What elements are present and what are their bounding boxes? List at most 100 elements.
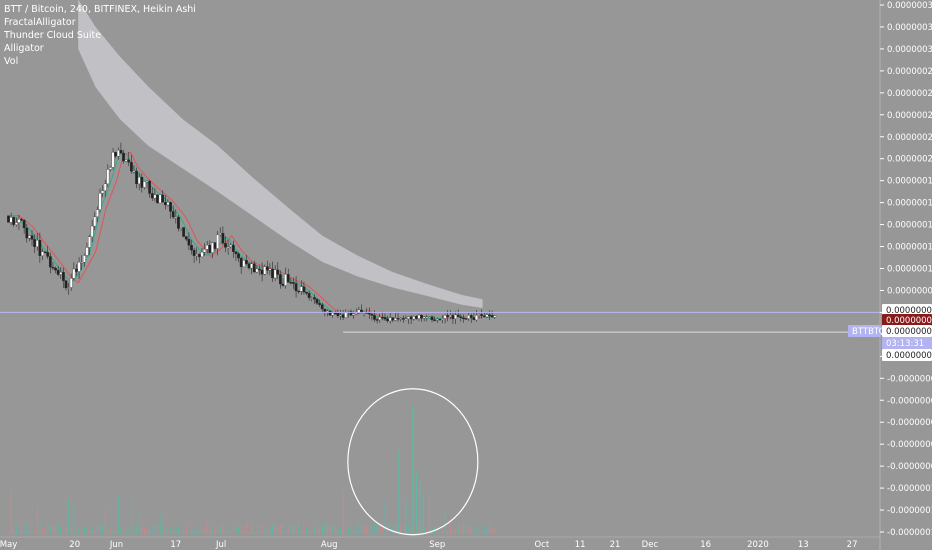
candle-body: [22, 220, 26, 229]
y-tick-label: 0.00000014: [887, 221, 932, 231]
y-tick-label: -0.00000004: [887, 418, 932, 428]
candle-body: [48, 256, 52, 268]
x-tick-label: May: [0, 540, 17, 550]
y-tick-label: 0.00000008: [887, 286, 932, 296]
legend-symbol-line[interactable]: BTT / Bitcoin, 240, BITFINEX, Heikin Ash…: [4, 4, 196, 15]
candle-body: [448, 315, 452, 318]
candle-body: [245, 260, 248, 264]
candle-body: [414, 316, 418, 319]
legend-indicator-alligator[interactable]: Alligator: [4, 43, 44, 54]
candle-body: [394, 317, 397, 321]
ticker-label: BTTBTC: [848, 325, 885, 337]
candle-body: [161, 194, 165, 203]
candle-body: [67, 287, 70, 289]
lower-price-label-text: 0.00000004: [886, 351, 932, 361]
candle-body: [469, 315, 473, 318]
x-tick-label: Aug: [321, 540, 338, 550]
candle-body: [428, 316, 431, 318]
y-tick-label: 0.00000026: [887, 89, 932, 99]
candle-body: [119, 150, 123, 154]
candle-body: [258, 268, 261, 271]
candle-body: [182, 227, 186, 237]
x-tick-label: Sep: [429, 540, 445, 550]
candle-body: [51, 266, 55, 269]
y-tick-label: 0.00000024: [887, 111, 932, 121]
candle-body: [234, 251, 238, 254]
candle-body: [82, 255, 86, 263]
candle-body: [192, 249, 196, 256]
candle-body: [417, 315, 421, 319]
candle-body: [195, 254, 199, 256]
legend-indicator-fractalalligator[interactable]: FractalAlligator: [4, 17, 76, 28]
candle-body: [14, 222, 18, 225]
candle-body: [451, 315, 455, 319]
candle-body: [169, 202, 172, 212]
countdown-label: 03:13:31: [882, 337, 932, 349]
candle-body: [341, 314, 345, 318]
candle-body: [313, 297, 316, 300]
last-price-label-text: 0.00000006: [886, 316, 932, 326]
price-line-label: 0.00000006: [882, 304, 932, 316]
candle-body: [367, 312, 371, 315]
candle-body: [75, 268, 78, 272]
candle-body: [96, 209, 99, 218]
candle-body: [443, 315, 447, 319]
x-tick-label: 13: [798, 540, 809, 550]
candle-body: [250, 263, 253, 269]
candle-body: [485, 314, 489, 317]
legend-indicator-vol[interactable]: Vol: [4, 56, 19, 67]
candle-body: [299, 286, 303, 292]
y-tick-label: 0.00000034: [887, 1, 932, 11]
candle-body: [412, 316, 416, 320]
candle-body: [41, 251, 44, 256]
candle-body: [148, 180, 152, 194]
candle-body: [130, 162, 133, 172]
candle-body: [326, 310, 329, 313]
candle-body: [184, 236, 188, 240]
candle-body: [490, 315, 494, 318]
legend-indicator-thunder-cloud-suite[interactable]: Thunder Cloud Suite: [4, 30, 102, 41]
x-tick-label: 27: [847, 540, 858, 550]
candle-body: [420, 315, 423, 319]
candle-body: [273, 269, 277, 279]
candle-body: [127, 159, 131, 163]
candle-body: [177, 216, 180, 229]
candle-body: [208, 245, 212, 253]
candle-body: [124, 159, 128, 162]
candle-body: [64, 280, 68, 289]
x-axis[interactable]: May 20 Jun 17 Jul Aug Sep Oct 11 21 Dec 16 2020 13 27: [0, 536, 880, 550]
candle-body: [30, 235, 34, 240]
annotation-layer: [347, 388, 479, 536]
candle-body: [218, 233, 222, 235]
x-tick-label: 16: [700, 540, 711, 550]
candle-body: [114, 152, 118, 157]
annotation-circle[interactable]: [347, 388, 479, 536]
candle-body: [54, 267, 57, 271]
candle-body: [237, 253, 240, 259]
candle-body: [462, 317, 465, 320]
x-tick-label: Dec: [642, 540, 659, 550]
candle-body: [375, 319, 379, 321]
candle-body: [467, 315, 470, 319]
candle-body: [425, 316, 429, 318]
last-price-label-bg: [882, 314, 932, 326]
candle-body: [187, 239, 191, 246]
candle-body: [77, 262, 81, 272]
candle-body: [229, 244, 233, 247]
candle-body: [43, 251, 47, 253]
candle-body: [399, 318, 403, 320]
candle-body: [239, 257, 243, 268]
candle-body: [422, 316, 426, 319]
candle-body: [190, 244, 193, 251]
candle-body: [221, 233, 225, 244]
legend: BTT / Bitcoin, 240, BITFINEX, Heikin Ash…: [4, 3, 196, 68]
candle-body: [401, 318, 405, 320]
x-tick-label: Jun: [109, 540, 123, 550]
candle-body: [171, 211, 175, 218]
candle-body: [286, 274, 290, 283]
